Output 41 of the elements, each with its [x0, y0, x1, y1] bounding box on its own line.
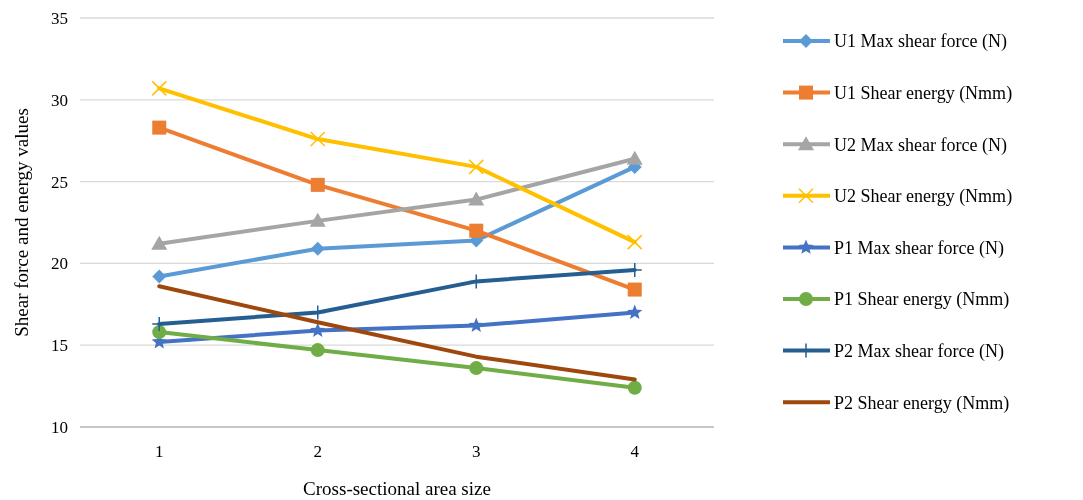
- point: [468, 191, 485, 206]
- y-axis-title: Shear force and energy values: [11, 108, 32, 337]
- y-tick-label: 10: [51, 417, 68, 437]
- point: [310, 177, 325, 192]
- point: [627, 282, 642, 297]
- point: [627, 304, 643, 319]
- point: [310, 343, 325, 358]
- legend-label: P1 Shear energy (Nmm): [834, 289, 1010, 311]
- x-axis-title: Cross-sectional area size: [303, 478, 491, 499]
- y-tick-label: 30: [51, 90, 68, 110]
- x-tick-label: 3: [472, 442, 481, 461]
- legend-label: U1 Shear energy (Nmm): [834, 82, 1013, 104]
- point: [310, 241, 325, 256]
- legend-label: P1 Max shear force (N): [834, 237, 1004, 259]
- point: [310, 322, 326, 337]
- point: [469, 361, 484, 376]
- point: [626, 150, 643, 165]
- y-tick-label: 25: [51, 172, 68, 192]
- legend-label: P2 Max shear force (N): [834, 340, 1004, 362]
- x-tick-label: 4: [630, 442, 640, 461]
- legend-label: P2 Shear energy (Nmm): [834, 392, 1010, 414]
- point: [152, 120, 167, 135]
- point: [468, 159, 484, 175]
- y-tick-label: 20: [51, 254, 68, 274]
- legend-label: U1 Max shear force (N): [834, 31, 1007, 53]
- y-tick-label: 35: [51, 8, 68, 28]
- point: [309, 212, 326, 227]
- point: [151, 235, 168, 250]
- point: [152, 325, 167, 340]
- point: [310, 131, 326, 147]
- y-tick-label: 15: [51, 336, 68, 356]
- x-tick-label: 1: [155, 442, 164, 461]
- point: [469, 223, 484, 238]
- legend-label: U2 Shear energy (Nmm): [834, 186, 1013, 208]
- point: [468, 317, 484, 333]
- point: [151, 80, 167, 97]
- x-tick-label: 2: [313, 442, 322, 461]
- point: [627, 234, 643, 250]
- point: [627, 380, 642, 395]
- point: [152, 269, 167, 284]
- legend-label: U2 Max shear force (N): [834, 134, 1007, 156]
